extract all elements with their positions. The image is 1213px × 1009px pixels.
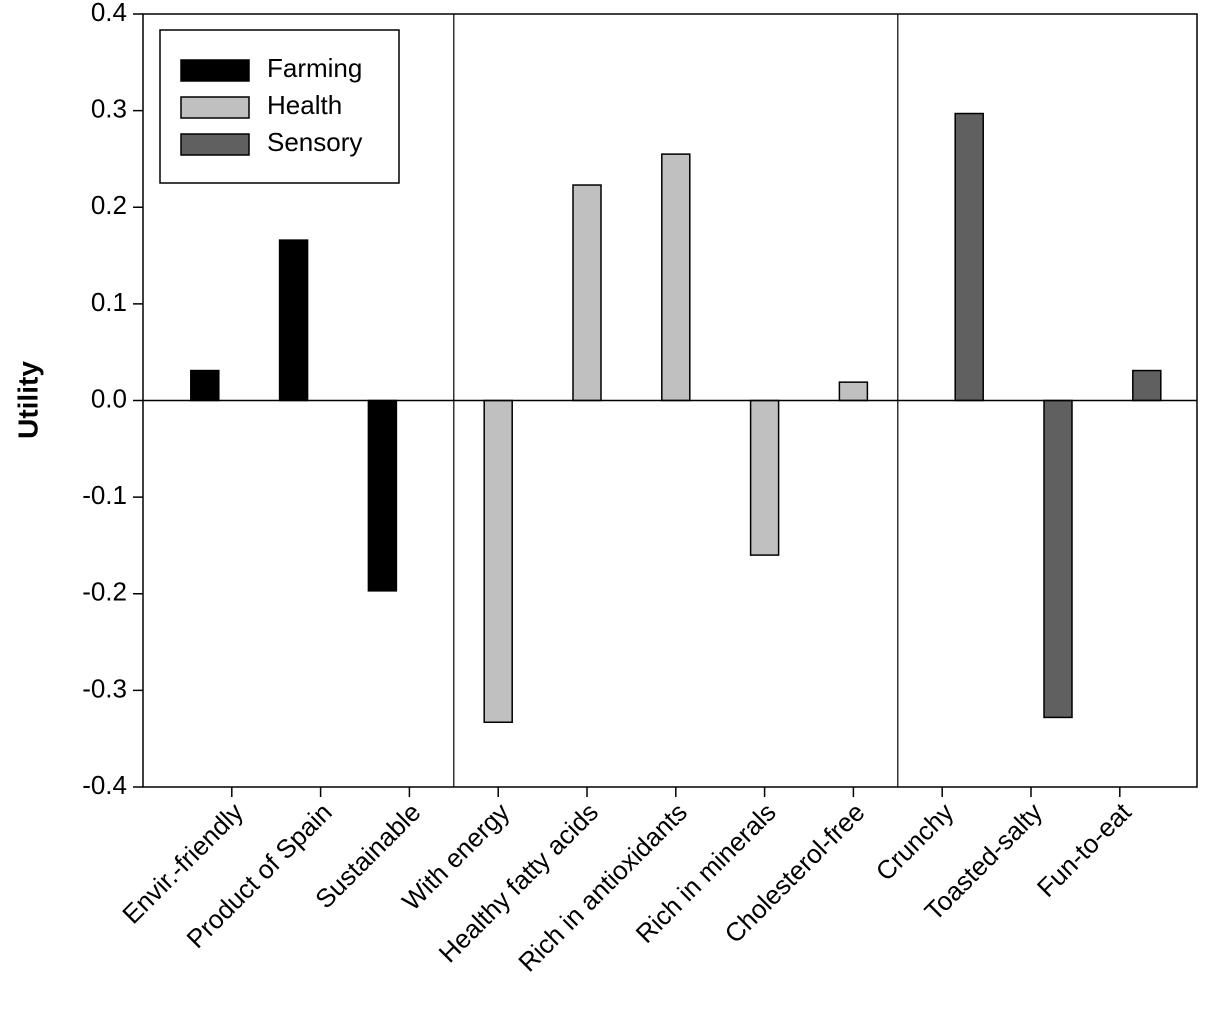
legend-swatch — [180, 59, 250, 82]
bar — [1043, 399, 1073, 719]
legend-label: Farming — [267, 53, 362, 83]
y-tick-label: -0.2 — [82, 577, 127, 607]
bar — [838, 381, 869, 402]
bar — [1132, 369, 1162, 402]
legend-swatch — [180, 96, 250, 119]
y-tick-label: 0.1 — [91, 287, 127, 317]
bar — [278, 239, 309, 402]
y-tick-label: 0.3 — [91, 94, 127, 124]
bar — [367, 399, 398, 592]
bar — [749, 399, 780, 556]
x-tick-label: Rich in antioxidants — [512, 797, 693, 978]
legend-label: Sensory — [267, 127, 362, 157]
y-tick-label: -0.1 — [82, 480, 127, 510]
y-tick-label: 0.4 — [91, 0, 127, 27]
y-axis-label: Utility — [12, 361, 43, 439]
x-tick-label: Crunchy — [870, 797, 960, 887]
bar — [190, 369, 220, 402]
y-tick-label: 0.0 — [91, 383, 127, 413]
bar — [661, 153, 691, 402]
bar — [483, 399, 513, 724]
y-tick-label: -0.4 — [82, 770, 127, 800]
x-tick-label: Healthy fatty acids — [433, 797, 604, 968]
y-tick-label: -0.3 — [82, 673, 127, 703]
bar — [572, 184, 602, 402]
bar — [954, 112, 984, 402]
x-tick-label: Fun-to-eat — [1031, 796, 1138, 903]
legend-swatch — [180, 133, 250, 156]
legend-label: Health — [267, 90, 342, 120]
y-tick-label: 0.2 — [91, 190, 127, 220]
